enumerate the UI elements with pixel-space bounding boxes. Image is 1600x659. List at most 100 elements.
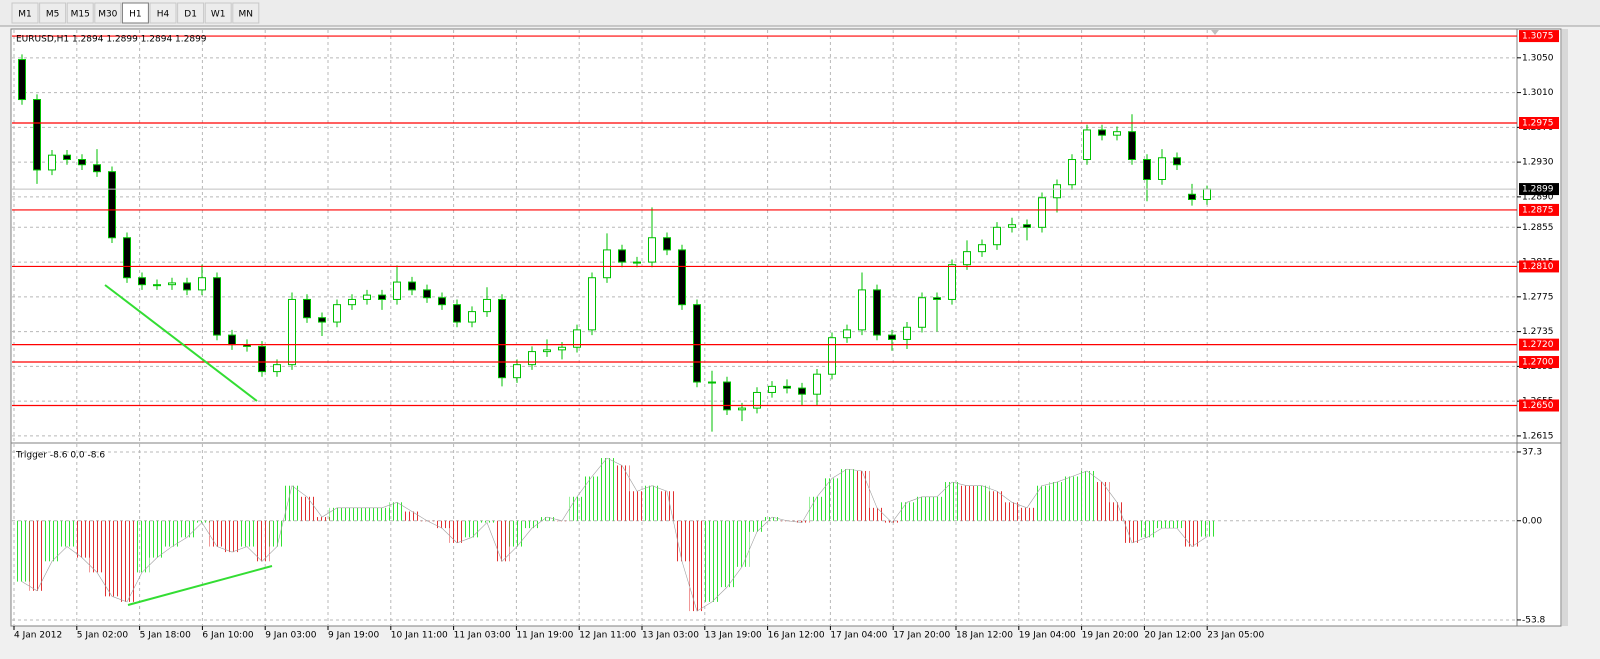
histogram-bar bbox=[44, 520, 60, 562]
histogram-bar bbox=[1109, 502, 1125, 521]
candle-body bbox=[498, 298, 506, 379]
histogram-bar bbox=[374, 507, 390, 521]
candle-body bbox=[558, 346, 566, 351]
x-tick-label: 19 Jan 04:00 bbox=[1019, 631, 1076, 641]
histogram-bar bbox=[14, 520, 30, 582]
histogram-bar bbox=[344, 507, 360, 521]
candle-body bbox=[213, 277, 221, 336]
histogram-bar bbox=[389, 502, 405, 521]
histogram-bar bbox=[434, 520, 450, 529]
histogram-bar bbox=[1019, 507, 1035, 521]
histogram-bar bbox=[224, 520, 240, 553]
timeframe-label[interactable]: H4 bbox=[157, 10, 170, 20]
histogram-bar bbox=[104, 520, 120, 597]
candle-body bbox=[138, 277, 146, 286]
timeframe-button[interactable] bbox=[39, 2, 67, 24]
timeframe-button[interactable] bbox=[177, 2, 205, 24]
candle-body bbox=[783, 385, 791, 389]
candle-body bbox=[33, 99, 41, 171]
candle-body bbox=[978, 244, 986, 253]
timeframe-label[interactable]: D1 bbox=[184, 10, 197, 20]
histogram-bar bbox=[824, 478, 840, 521]
candle-body bbox=[108, 171, 116, 239]
timeframe-button[interactable] bbox=[232, 2, 260, 24]
candle-body bbox=[183, 282, 191, 291]
histogram-bar bbox=[569, 496, 585, 521]
histogram-bar bbox=[764, 517, 780, 521]
timeframe-button[interactable] bbox=[121, 2, 149, 24]
histogram-bar bbox=[839, 469, 855, 521]
candle-body bbox=[618, 249, 626, 263]
histogram-bar bbox=[524, 520, 540, 529]
timeframe-bar: M1 M5 M15 M30 H1 H4 D1 W1 MN bbox=[11, 2, 260, 24]
x-tick-label: 18 Jan 12:00 bbox=[956, 631, 1013, 641]
histogram-bar bbox=[719, 520, 735, 588]
toolbar bbox=[0, 0, 1600, 26]
histogram-bar bbox=[809, 496, 825, 521]
candle-body bbox=[348, 298, 356, 306]
candle-body bbox=[963, 251, 971, 266]
candle-body bbox=[423, 289, 431, 299]
candle-body bbox=[813, 373, 821, 395]
histogram-bar bbox=[1079, 470, 1095, 521]
timeframe-label[interactable]: H1 bbox=[129, 10, 142, 20]
candle-body bbox=[753, 391, 761, 409]
histogram-bar bbox=[674, 520, 690, 562]
timeframe-label[interactable]: M1 bbox=[18, 10, 32, 20]
level-label: 1.2810 bbox=[1522, 262, 1554, 272]
candle-body bbox=[1038, 197, 1046, 228]
timeframe-button[interactable] bbox=[94, 2, 122, 24]
histogram-outline bbox=[21, 457, 1208, 612]
candle-body bbox=[873, 289, 881, 336]
candle-body bbox=[378, 294, 386, 300]
marks-layer bbox=[12, 35, 1517, 612]
histogram-bar bbox=[929, 496, 945, 521]
candle-body bbox=[453, 304, 461, 323]
histogram-bar bbox=[119, 520, 135, 602]
histogram-bar bbox=[314, 517, 330, 521]
x-tick-label: 16 Jan 12:00 bbox=[768, 631, 825, 641]
candle-body bbox=[663, 237, 671, 251]
level-label-box bbox=[1519, 117, 1559, 130]
histogram-bar bbox=[179, 520, 195, 538]
timeframe-button[interactable] bbox=[11, 2, 39, 24]
candle-body bbox=[93, 164, 101, 173]
candle-body bbox=[153, 284, 161, 287]
timeframe-label[interactable]: W1 bbox=[211, 10, 226, 20]
x-tick-label: 11 Jan 19:00 bbox=[516, 631, 573, 641]
labels-layer: 4 Jan 2012 5 Jan 02:00 5 Jan 18:00 6 Jan 10… bbox=[13, 30, 1559, 641]
candle-body bbox=[858, 289, 866, 331]
trend-line bbox=[104, 284, 258, 402]
histogram-bar bbox=[209, 520, 225, 547]
timeframe-label[interactable]: M15 bbox=[71, 10, 90, 20]
histogram-bar bbox=[1169, 520, 1185, 529]
candle-body bbox=[468, 311, 476, 323]
candle-body bbox=[228, 334, 236, 346]
candle-body bbox=[543, 349, 551, 353]
timeframe-label[interactable]: M30 bbox=[98, 10, 117, 20]
candle-body bbox=[438, 297, 446, 306]
histogram-bar bbox=[1034, 485, 1050, 521]
timeframe-button[interactable] bbox=[204, 2, 232, 24]
candle-body bbox=[633, 261, 641, 264]
histogram-bar bbox=[734, 520, 750, 567]
x-tick-label: 5 Jan 02:00 bbox=[77, 631, 129, 641]
chart-shift-marker bbox=[1211, 30, 1219, 35]
timeframe-label[interactable]: MN bbox=[239, 10, 254, 20]
candle-body bbox=[738, 407, 746, 411]
current-price-label: 1.2899 bbox=[1522, 185, 1554, 195]
level-label: 1.2650 bbox=[1522, 401, 1554, 411]
y-tick-label: 37.3 bbox=[1522, 447, 1542, 457]
candle-body bbox=[1098, 129, 1106, 136]
histogram-bar bbox=[584, 476, 600, 521]
x-tick-label: 9 Jan 03:00 bbox=[265, 631, 317, 641]
candle-body bbox=[768, 385, 776, 393]
timeframe-button[interactable] bbox=[149, 2, 177, 24]
level-label-box bbox=[1519, 203, 1559, 216]
candle-body bbox=[168, 282, 176, 286]
trend-line bbox=[127, 565, 273, 606]
x-tick-label: 6 Jan 10:00 bbox=[202, 631, 254, 641]
timeframe-label[interactable]: M5 bbox=[46, 10, 60, 20]
timeframe-button[interactable] bbox=[66, 2, 94, 24]
